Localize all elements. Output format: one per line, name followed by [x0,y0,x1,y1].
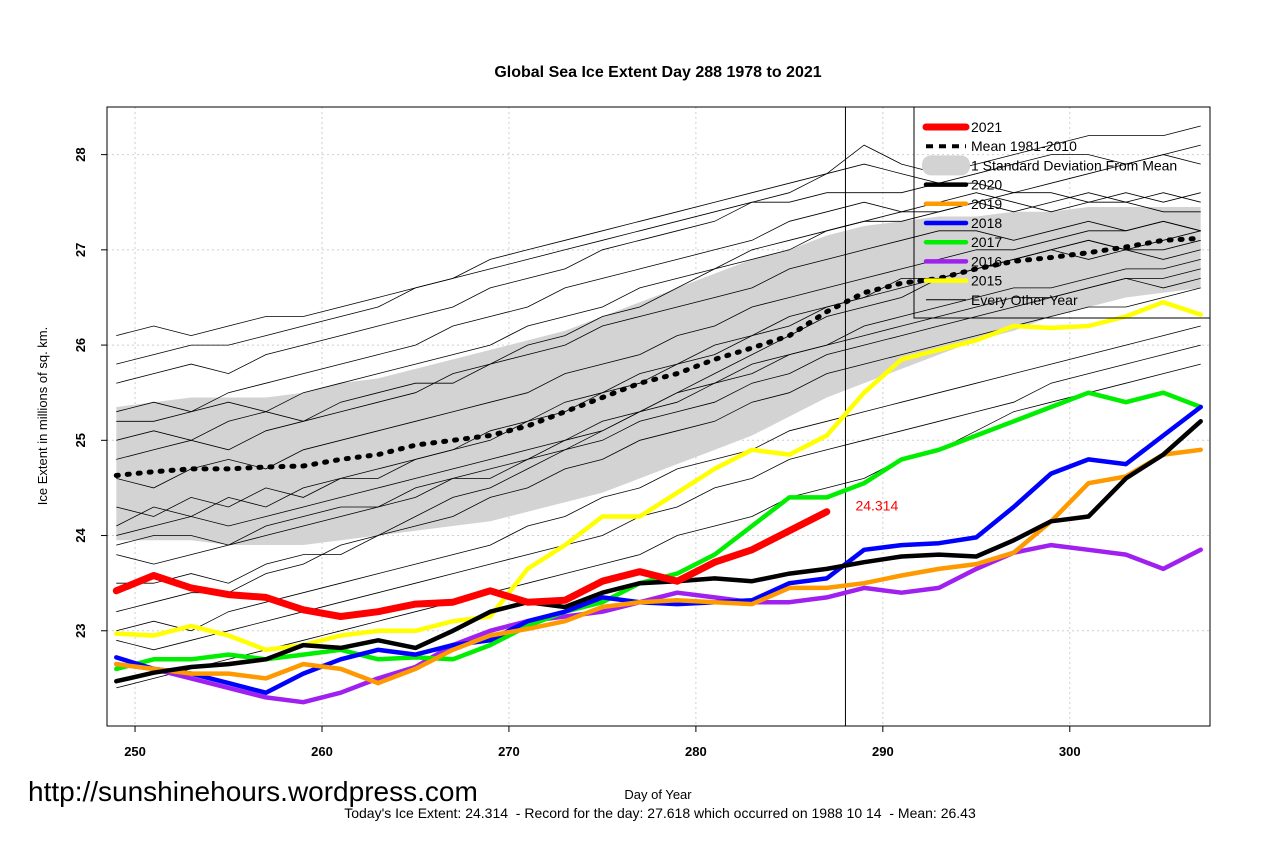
every-other-year-line-18 [116,277,1201,546]
every-other-year-line-17 [116,154,1201,422]
x-tick-label-260: 260 [311,744,333,759]
legend-label-mean-1981-2010: Mean 1981-2010 [971,138,1077,154]
legend-label-2016: 2016 [971,253,1002,269]
every-other-year-line-6 [116,268,1201,565]
y-tick-label-25: 25 [73,433,88,447]
legend-label-1-standard-deviation-from-mean: 1 Standard Deviation From Mean [971,157,1177,173]
y-tick-label-28: 28 [73,147,88,161]
y-tick-label-26: 26 [73,338,88,352]
footer-summary: Today's Ice Extent: 24.314 - Record for … [344,805,976,821]
series-2016 [114,542,1203,705]
legend-label-2019: 2019 [971,196,1002,212]
y-tick-label-23: 23 [73,624,88,638]
legend-swatch-1-standard-deviation-from-mean [922,155,970,176]
legend-label-2017: 2017 [971,234,1002,250]
every-other-year-line-16 [116,325,1201,632]
every-other-year-line-4 [116,144,1201,337]
every-other-year-line-12 [116,220,1201,489]
x-tick-label-300: 300 [1059,744,1081,759]
series-2019 [114,447,1203,686]
legend-label-2018: 2018 [971,215,1002,231]
legend-label-2020: 2020 [971,177,1002,193]
x-tick-label-280: 280 [685,744,707,759]
watermark-url: http://sunshinehours.wordpress.com [28,776,478,807]
every-other-year-line-15 [116,239,1201,527]
y-tick-label-27: 27 [73,243,88,257]
plot-frame [106,106,1211,727]
std-dev-band [116,206,1201,546]
x-tick-label-290: 290 [872,744,894,759]
x-tick-label-250: 250 [124,744,146,759]
every-other-year-line-13 [116,363,1201,689]
series-2021 [112,508,831,620]
x-axis-label: Day of Year [624,787,692,802]
x-tick-label-270: 270 [498,744,520,759]
series-2020 [114,419,1203,684]
chart-title: Global Sea Ice Extent Day 288 1978 to 20… [494,64,821,81]
every-other-year-line-10 [116,192,1201,413]
every-other-year-line-5 [116,192,1201,460]
every-other-year-line-9 [116,259,1201,536]
every-other-year-line-7 [116,344,1201,651]
y-tick-label-24: 24 [73,528,88,543]
legend-box [913,106,1211,319]
every-other-year-line-8 [116,220,1201,441]
every-other-year-line-2 [116,125,1201,384]
legend-label-2021: 2021 [971,119,1002,135]
y-axis-label: Ice Extent in millions of sq. km. [35,327,50,505]
plot-area: 24.314 [107,107,1210,726]
legend-label-2015: 2015 [971,273,1002,289]
series-mean-1981-2010 [113,235,1204,478]
every-other-year-line-14 [116,182,1201,365]
current-value-annotation: 24.314 [855,498,898,514]
legend-label-every-other-year: Every Other Year [971,292,1078,308]
legend: 2021 Mean 1981-2010 1 Standard Deviation F… [913,106,1211,319]
